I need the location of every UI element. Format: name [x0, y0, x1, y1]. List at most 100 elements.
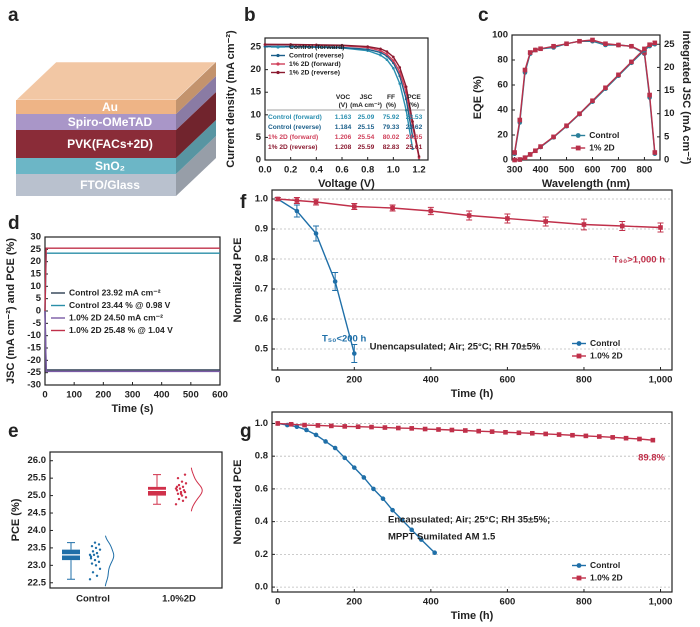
annotation: T₅₀<200 h: [322, 334, 366, 345]
data-point: [177, 497, 181, 501]
data-point: [489, 429, 495, 434]
data-point: [385, 52, 389, 56]
plot-frame: [511, 34, 661, 161]
data-point: [329, 423, 334, 429]
y-tick-label: 1.0: [255, 418, 268, 429]
table-cell: 25.54: [358, 134, 375, 141]
data-point: [183, 473, 187, 476]
x-axis-label: Time (h): [451, 388, 494, 400]
data-point: [590, 37, 595, 43]
series-line: [277, 198, 355, 354]
data-point: [263, 43, 267, 46]
legend-label: Control: [590, 338, 620, 348]
y-tick-label: 0: [36, 306, 41, 317]
y2-tick-label: 15: [664, 85, 675, 96]
plot-frame: [271, 411, 673, 593]
legend-label: Control (forward): [289, 44, 345, 51]
table-cell: 79.33: [383, 124, 400, 131]
x-tick-label: 600: [499, 375, 515, 386]
data-point: [382, 425, 388, 430]
data-point: [313, 432, 319, 438]
layer-front: [16, 100, 176, 114]
y2-tick-label: 10: [664, 108, 675, 119]
layer-side: [176, 120, 216, 174]
x-tick-label: 700: [611, 165, 627, 176]
legend-label: 1% 2D: [589, 142, 615, 152]
data-point: [179, 492, 183, 496]
data-point: [533, 47, 538, 53]
y-tick-label: 0: [503, 155, 508, 166]
x-tick-label: Control: [76, 594, 110, 605]
data-point: [294, 198, 300, 203]
x-tick-label: 0.8: [361, 165, 374, 176]
y-tick-label: 23.5: [28, 542, 47, 553]
y-tick-label: 15: [30, 269, 41, 280]
layer-side-shade: [176, 92, 216, 158]
layer-label: Spiro-OMeTAD: [68, 115, 153, 129]
data-point: [564, 123, 569, 129]
plot-frame: [264, 37, 429, 161]
x-tick-label: 0.4: [310, 165, 324, 176]
data-point: [543, 431, 548, 437]
x-tick-label: 600: [499, 597, 515, 608]
table-cell: 82.83: [383, 144, 400, 151]
y-tick-label: 0.6: [255, 483, 268, 494]
data-point: [399, 517, 405, 523]
table-cell: 1% 2D (forward): [268, 134, 318, 141]
y-tick-label: 0.7: [255, 284, 268, 295]
data-point: [90, 544, 94, 548]
legend-label: 1.0% 2D 24.50 mA cm⁻²: [69, 312, 163, 322]
data-point: [323, 439, 328, 444]
data-point: [366, 45, 369, 48]
data-point: [184, 482, 188, 485]
table-cell: 24.65: [406, 134, 423, 141]
y-tick-label: 26.0: [28, 455, 47, 466]
data-point: [512, 150, 517, 155]
table-unit: (%): [409, 102, 419, 109]
legend-label: 1.0% 2D: [590, 572, 623, 582]
data-point: [89, 557, 93, 560]
data-point: [181, 499, 185, 503]
annotation: 89.8%: [638, 453, 665, 464]
data-point: [351, 465, 357, 470]
data-point: [94, 546, 98, 550]
y-tick-label: 24.5: [28, 508, 47, 519]
data-point: [577, 38, 582, 44]
y-tick-label: 0: [256, 155, 261, 166]
data-point: [313, 199, 319, 205]
panel-label: c: [478, 5, 489, 26]
data-point: [652, 40, 658, 46]
legend-label: Control 23.44 % @ 0.98 V: [69, 300, 171, 310]
data-point: [275, 196, 281, 202]
data-point: [652, 150, 658, 155]
y-axis-label: Current density (mA cm⁻²): [225, 30, 237, 168]
annotation: MPPT Sumilated AM 1.5: [388, 532, 496, 543]
x-tick-label: 0.6: [335, 165, 348, 176]
data-point: [97, 543, 101, 546]
data-point: [503, 429, 508, 435]
data-point: [581, 222, 587, 227]
data-point: [516, 430, 522, 436]
x-tick-label: 500: [559, 165, 575, 176]
layer-side-shade: [176, 62, 216, 114]
data-point: [610, 435, 615, 440]
data-point: [417, 155, 421, 158]
table-cell: Control (forward): [268, 114, 322, 121]
panel-label: d: [8, 213, 20, 234]
table-cell: 25.09: [358, 114, 375, 121]
data-point: [91, 550, 95, 553]
layer-label: PVK(FACs+2D): [67, 137, 153, 151]
data-point: [616, 72, 621, 78]
legend-label: Control: [589, 130, 619, 140]
density-curve: [104, 535, 115, 587]
plot-frame: [271, 189, 673, 371]
data-point: [432, 550, 437, 556]
layer-side-shade: [176, 136, 216, 196]
x-tick-label: 600: [212, 390, 228, 401]
data-point: [522, 67, 528, 73]
data-point: [340, 46, 344, 49]
data-point: [379, 47, 382, 51]
y-tick-label: 0.5: [255, 344, 269, 355]
data-point: [342, 424, 348, 429]
data-point: [398, 66, 402, 69]
